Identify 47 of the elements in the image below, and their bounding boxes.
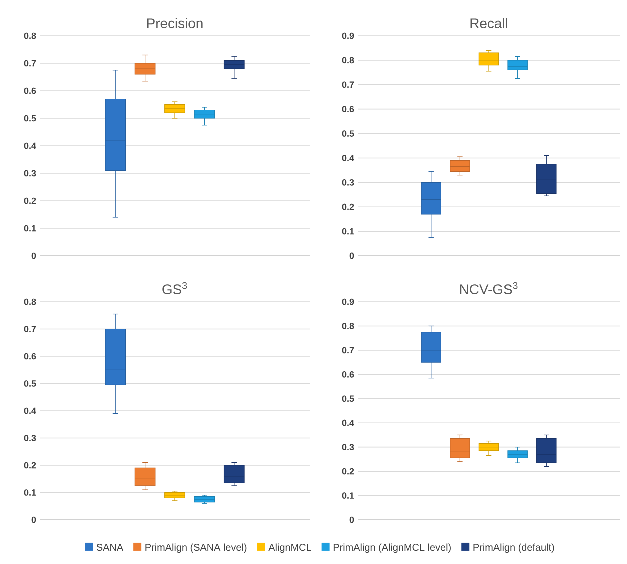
y-tick-label: 0.8 <box>342 57 354 64</box>
y-tick-label: 0.7 <box>24 326 36 332</box>
legend-label: PrimAlign (AlignMCL level) <box>334 544 451 554</box>
y-tick-label: 0.2 <box>342 204 354 210</box>
y-tick-label: 0.4 <box>24 142 36 150</box>
y-tick-label: 0.6 <box>24 88 36 94</box>
y-tick-label: 0.8 <box>24 32 36 40</box>
y-tick-label: 0.4 <box>24 408 36 414</box>
legend-label: SANA <box>96 544 124 552</box>
legend-label: AlignMCL <box>268 544 312 554</box>
chart-title: GS$^{3}$ <box>162 282 188 295</box>
y-tick-label: 0.4 <box>342 420 354 426</box>
y-tick-label: 0.2 <box>24 198 36 204</box>
legend-label: PrimAlign (SANA level) <box>146 544 247 554</box>
y-tick-label: 0.9 <box>342 298 354 306</box>
y-tick-label: 0.5 <box>342 130 354 137</box>
y-tick-label: 0.5 <box>24 115 36 122</box>
y-tick-label: 0.1 <box>342 228 354 235</box>
y-tick-label: 0.5 <box>342 396 354 402</box>
y-tick-label: 0.3 <box>24 435 36 442</box>
y-tick-label: 0.7 <box>342 82 354 88</box>
y-tick-label: 0.6 <box>24 353 36 360</box>
y-tick-label: 0.6 <box>342 106 354 113</box>
chart-title: NCV-GS$^{3}$ <box>460 282 518 295</box>
y-tick-label: 0.2 <box>24 462 36 469</box>
y-tick-label: 0.3 <box>342 444 354 451</box>
y-tick-label: 0 <box>32 252 36 260</box>
y-tick-label: 0.5 <box>24 380 36 387</box>
y-tick-label: 0.3 <box>24 170 36 177</box>
y-tick-label: 0.4 <box>342 155 354 162</box>
y-tick-label: 0.3 <box>342 179 354 186</box>
legend-label: PrimAlign (default) <box>474 544 554 554</box>
y-tick-label: 0.7 <box>24 60 36 67</box>
y-tick-label: 0.1 <box>24 225 36 232</box>
y-tick-label: 0 <box>32 516 36 524</box>
y-tick-label: 0.1 <box>342 492 354 499</box>
y-tick-label: 0.8 <box>24 298 36 306</box>
y-tick-label: 0 <box>350 252 354 260</box>
y-tick-label: 0.7 <box>342 347 354 354</box>
y-tick-label: 0.8 <box>342 323 354 330</box>
y-tick-label: 0.6 <box>342 371 354 378</box>
y-tick-label: 0.2 <box>342 468 354 475</box>
chart-title: Recall <box>470 18 508 28</box>
y-tick-label: 0.9 <box>342 32 354 40</box>
y-tick-label: 0 <box>350 516 354 524</box>
chart-title: Precision <box>147 18 203 28</box>
y-tick-label: 0.1 <box>24 490 36 496</box>
